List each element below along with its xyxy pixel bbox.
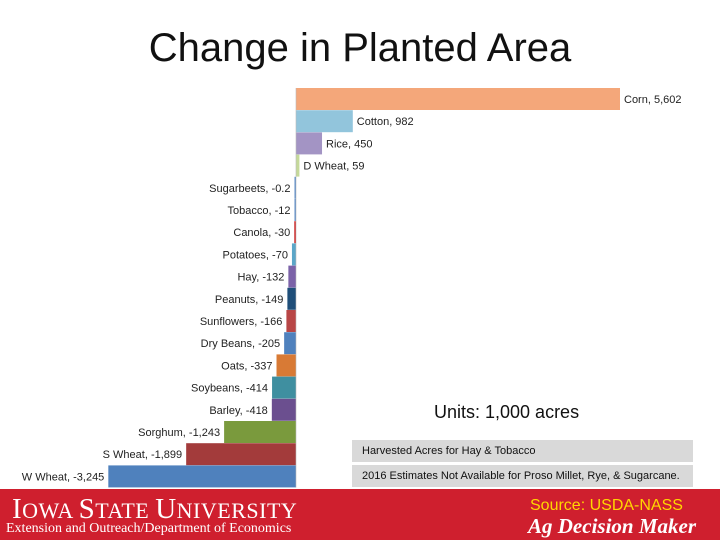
label-sunflowers: Sunflowers, -166 bbox=[200, 316, 283, 328]
university-logo: IOWA STATE UNIVERSITY bbox=[12, 493, 298, 525]
bar-sunflowers bbox=[286, 310, 296, 332]
brand-logo: Ag Decision Maker bbox=[528, 514, 696, 538]
label-soybeans: Soybeans, -414 bbox=[191, 383, 268, 395]
label-barley: Barley, -418 bbox=[209, 405, 268, 417]
units-label: Units: 1,000 acres bbox=[434, 402, 580, 422]
bar-s-wheat bbox=[186, 443, 296, 466]
label-peanuts: Peanuts, -149 bbox=[215, 294, 284, 306]
label-rice: Rice, 450 bbox=[326, 138, 372, 150]
bar-potatoes bbox=[291, 243, 296, 266]
label-potatoes: Potatoes, -70 bbox=[223, 249, 288, 261]
note-hay-tobacco: Harvested Acres for Hay & Tobacco bbox=[352, 440, 693, 462]
label-corn: Corn, 5,602 bbox=[624, 94, 681, 106]
bar-barley bbox=[271, 398, 296, 421]
label-dry-beans: Dry Beans, -205 bbox=[201, 338, 280, 350]
bar-sorghum bbox=[224, 421, 296, 443]
label-tobacco: Tobacco, -12 bbox=[228, 205, 291, 217]
bar-rice bbox=[296, 132, 323, 155]
bar-cotton bbox=[296, 110, 353, 133]
label-hay: Hay, -132 bbox=[237, 272, 284, 284]
bar-peanuts bbox=[287, 287, 296, 310]
footer-bar bbox=[0, 489, 720, 540]
bar-dry-beans bbox=[284, 332, 296, 355]
label-d-wheat: D Wheat, 59 bbox=[303, 161, 364, 173]
bar-tobacco bbox=[294, 199, 296, 221]
bar-soybeans bbox=[272, 376, 296, 399]
planted-area-chart: Corn, 5,602 Cotton, 982 Rice, 450 D Wheat, … bbox=[22, 88, 681, 488]
bar-canola bbox=[294, 221, 296, 244]
label-sorghum: Sorghum, -1,243 bbox=[138, 427, 220, 439]
label-canola: Canola, -30 bbox=[233, 227, 290, 239]
label-w-wheat: W Wheat, -3,245 bbox=[22, 471, 105, 483]
label-oats: Oats, -337 bbox=[221, 360, 272, 372]
slide-title: Change in Planted Area bbox=[148, 26, 572, 70]
bar-corn bbox=[296, 88, 620, 110]
bar-w-wheat bbox=[108, 465, 296, 488]
label-cotton: Cotton, 982 bbox=[357, 116, 414, 128]
label-s-wheat: S Wheat, -1,899 bbox=[103, 449, 183, 461]
bar-d-wheat bbox=[296, 154, 300, 177]
bar-sugarbeets bbox=[294, 176, 296, 199]
department-text: Extension and Outreach/Department of Eco… bbox=[6, 521, 292, 536]
label-sugarbeets: Sugarbeets, -0.2 bbox=[209, 183, 290, 195]
bar-hay bbox=[288, 265, 296, 288]
note-estimates: 2016 Estimates Not Available for Proso M… bbox=[352, 465, 693, 487]
source-text: Source: USDA-NASS bbox=[530, 497, 683, 514]
bar-oats bbox=[276, 354, 296, 377]
